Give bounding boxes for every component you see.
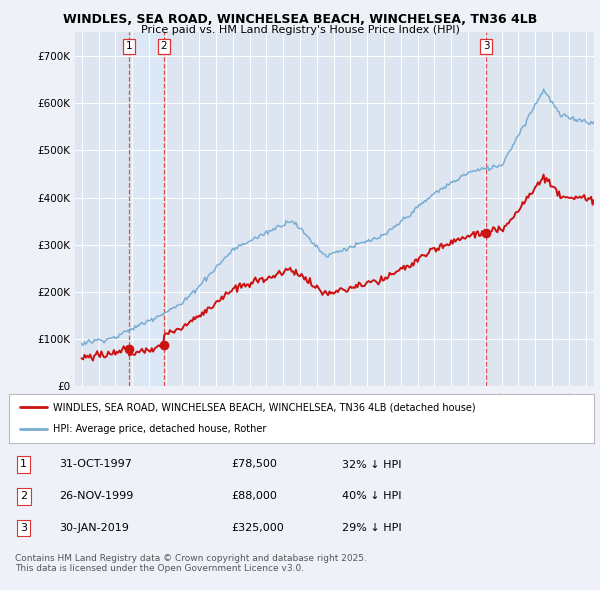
Text: 3: 3 bbox=[20, 523, 27, 533]
Text: WINDLES, SEA ROAD, WINCHELSEA BEACH, WINCHELSEA, TN36 4LB (detached house): WINDLES, SEA ROAD, WINCHELSEA BEACH, WIN… bbox=[53, 402, 476, 412]
Text: 1: 1 bbox=[126, 41, 133, 51]
Text: 40% ↓ HPI: 40% ↓ HPI bbox=[343, 491, 402, 501]
Text: 29% ↓ HPI: 29% ↓ HPI bbox=[343, 523, 402, 533]
Text: 1: 1 bbox=[20, 460, 27, 470]
Text: Contains HM Land Registry data © Crown copyright and database right 2025.
This d: Contains HM Land Registry data © Crown c… bbox=[15, 554, 367, 573]
Text: 32% ↓ HPI: 32% ↓ HPI bbox=[343, 460, 402, 470]
Bar bbox=[129, 32, 164, 386]
Text: 31-OCT-1997: 31-OCT-1997 bbox=[59, 460, 131, 470]
Text: 2: 2 bbox=[161, 41, 167, 51]
Text: 30-JAN-2019: 30-JAN-2019 bbox=[59, 523, 128, 533]
Text: £88,000: £88,000 bbox=[232, 491, 277, 501]
Text: HPI: Average price, detached house, Rother: HPI: Average price, detached house, Roth… bbox=[53, 424, 266, 434]
Text: 26-NOV-1999: 26-NOV-1999 bbox=[59, 491, 133, 501]
Text: £78,500: £78,500 bbox=[232, 460, 277, 470]
Text: £325,000: £325,000 bbox=[232, 523, 284, 533]
Text: WINDLES, SEA ROAD, WINCHELSEA BEACH, WINCHELSEA, TN36 4LB: WINDLES, SEA ROAD, WINCHELSEA BEACH, WIN… bbox=[63, 13, 537, 26]
Text: Price paid vs. HM Land Registry's House Price Index (HPI): Price paid vs. HM Land Registry's House … bbox=[140, 25, 460, 35]
Text: 3: 3 bbox=[483, 41, 490, 51]
Text: 2: 2 bbox=[20, 491, 27, 501]
